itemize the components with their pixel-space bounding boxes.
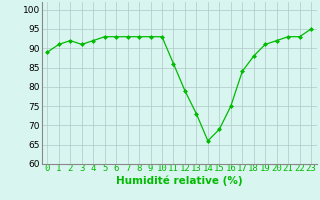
X-axis label: Humidité relative (%): Humidité relative (%) [116, 176, 243, 186]
